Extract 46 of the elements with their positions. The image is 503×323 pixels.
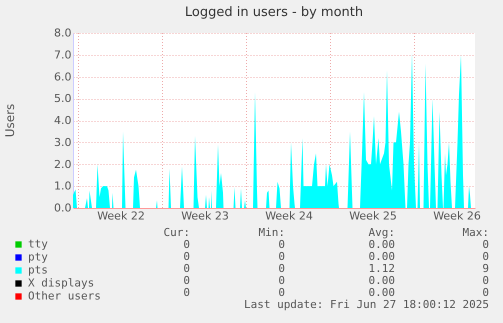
y-tick-label: 3.0 <box>54 136 72 149</box>
text: 0 <box>183 250 190 263</box>
legend-label: tty <box>28 238 48 250</box>
legend-label: X displays <box>28 276 94 290</box>
chart-title: Logged in users - by month <box>184 5 364 20</box>
text: 0 <box>278 238 285 251</box>
text: 0 <box>482 250 489 263</box>
y-tick-label: 1.0 <box>54 180 72 193</box>
text: 0 <box>278 286 285 299</box>
x-tick-label: Week 26 <box>433 210 481 222</box>
text: 0.00 <box>368 238 395 251</box>
text: 1.12 <box>368 262 395 275</box>
text: 0 <box>278 250 285 263</box>
y-tick-label: 8.0 <box>54 26 72 40</box>
y-tick-label: 5.0 <box>54 92 72 106</box>
text: 0 <box>482 274 489 287</box>
y-tick-label: 0.0 <box>54 202 72 214</box>
legend-label: Other users <box>28 290 101 302</box>
text: 0.00 <box>368 250 395 263</box>
text: 0 <box>482 286 489 299</box>
text: 0 <box>482 238 489 251</box>
y-tick-label: 2.0 <box>54 158 72 171</box>
text: Min: <box>258 226 285 239</box>
text: 0.00 <box>368 274 395 287</box>
text: 0.00 <box>368 286 395 299</box>
x-tick-label: Week 25 <box>349 210 397 222</box>
y-tick-label: 6.0 <box>54 70 72 84</box>
text: Max: <box>462 226 489 239</box>
y-axis-title: Users <box>3 104 17 138</box>
y-tick-label: 4.0 <box>54 114 72 127</box>
text: 0 <box>183 286 190 299</box>
text: Last update: Fri Jun 27 18:00:12 2025 <box>244 298 489 311</box>
legend-label: pty <box>28 250 48 264</box>
text: 0 <box>183 262 190 275</box>
text: 9 <box>482 262 489 275</box>
text: Avg: <box>368 226 395 239</box>
y-tick-label: 7.0 <box>54 48 72 62</box>
text: Cur: <box>164 226 190 239</box>
text: 0 <box>183 274 190 287</box>
x-tick-label: Week 23 <box>181 210 229 222</box>
x-tick-label: Week 22 <box>97 210 145 222</box>
text: 0 <box>278 262 285 275</box>
x-tick-label: Week 24 <box>265 210 313 222</box>
text: 0 <box>183 238 190 251</box>
legend-label: pts <box>28 264 48 276</box>
text: 0 <box>278 274 285 287</box>
